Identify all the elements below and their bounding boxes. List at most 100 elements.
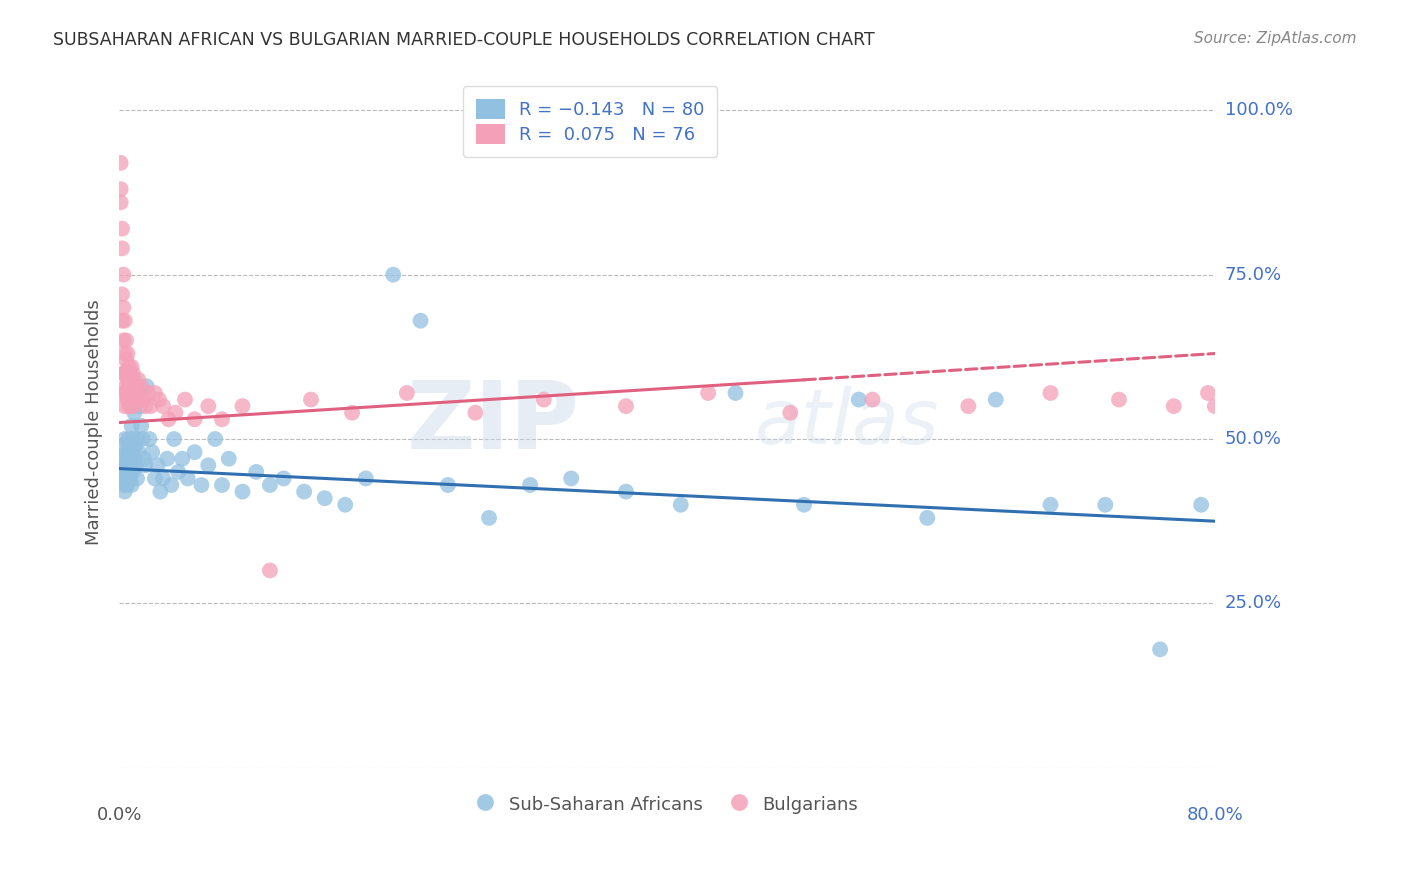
Legend: Sub-Saharan Africans, Bulgarians: Sub-Saharan Africans, Bulgarians xyxy=(470,789,865,821)
Point xyxy=(143,471,166,485)
Point xyxy=(172,451,194,466)
Point xyxy=(292,484,315,499)
Point xyxy=(120,386,142,401)
Point xyxy=(141,445,163,459)
Point xyxy=(121,399,143,413)
Text: 75.0%: 75.0% xyxy=(1225,266,1282,284)
Point xyxy=(111,221,134,235)
Point xyxy=(115,353,138,368)
Point xyxy=(122,399,145,413)
Point xyxy=(793,498,815,512)
Point xyxy=(112,386,135,401)
Point xyxy=(245,465,267,479)
Point xyxy=(669,498,692,512)
Point xyxy=(127,445,149,459)
Point xyxy=(131,432,153,446)
Point xyxy=(117,451,139,466)
Point xyxy=(163,432,186,446)
Point xyxy=(273,471,295,485)
Point xyxy=(121,359,143,374)
Point xyxy=(114,399,136,413)
Point xyxy=(211,478,233,492)
Point xyxy=(117,458,139,473)
Point xyxy=(118,373,141,387)
Point xyxy=(114,346,136,360)
Point xyxy=(125,432,148,446)
Point xyxy=(957,399,980,413)
Y-axis label: Married-couple Households: Married-couple Households xyxy=(86,300,103,545)
Point xyxy=(314,491,336,505)
Point xyxy=(118,445,141,459)
Point xyxy=(148,392,170,407)
Point xyxy=(160,478,183,492)
Point xyxy=(149,484,172,499)
Point xyxy=(382,268,405,282)
Point xyxy=(125,386,148,401)
Point xyxy=(111,471,134,485)
Point xyxy=(134,458,156,473)
Point xyxy=(115,334,138,348)
Point xyxy=(122,465,145,479)
Point xyxy=(724,386,747,401)
Point xyxy=(165,406,187,420)
Point xyxy=(111,287,134,301)
Point xyxy=(117,373,139,387)
Point xyxy=(115,445,138,459)
Point xyxy=(231,484,253,499)
Point xyxy=(848,392,870,407)
Point xyxy=(117,392,139,407)
Point xyxy=(117,478,139,492)
Point xyxy=(110,156,132,170)
Point xyxy=(478,511,501,525)
Point xyxy=(120,471,142,485)
Point xyxy=(114,465,136,479)
Point xyxy=(1039,386,1062,401)
Point xyxy=(111,439,134,453)
Text: SUBSAHARAN AFRICAN VS BULGARIAN MARRIED-COUPLE HOUSEHOLDS CORRELATION CHART: SUBSAHARAN AFRICAN VS BULGARIAN MARRIED-… xyxy=(53,31,875,49)
Point xyxy=(437,478,460,492)
Point xyxy=(118,471,141,485)
Point xyxy=(174,392,197,407)
Point xyxy=(152,399,174,413)
Point xyxy=(120,458,142,473)
Point xyxy=(177,471,200,485)
Point xyxy=(115,386,138,401)
Point xyxy=(118,379,141,393)
Point xyxy=(136,386,159,401)
Point xyxy=(112,478,135,492)
Point xyxy=(1039,498,1062,512)
Point xyxy=(204,432,226,446)
Point xyxy=(614,484,637,499)
Point xyxy=(112,451,135,466)
Point xyxy=(124,373,146,387)
Point xyxy=(121,478,143,492)
Point xyxy=(409,314,432,328)
Point xyxy=(614,399,637,413)
Point xyxy=(299,392,322,407)
Point xyxy=(1189,498,1212,512)
Point xyxy=(464,406,486,420)
Point xyxy=(134,399,156,413)
Point xyxy=(132,451,155,466)
Point xyxy=(124,451,146,466)
Text: ZIP: ZIP xyxy=(406,376,579,468)
Point xyxy=(259,478,281,492)
Point xyxy=(124,386,146,401)
Point xyxy=(115,379,138,393)
Point xyxy=(167,465,190,479)
Point xyxy=(197,458,219,473)
Point xyxy=(1094,498,1116,512)
Point xyxy=(120,392,142,407)
Point xyxy=(110,195,132,210)
Point xyxy=(152,471,174,485)
Point xyxy=(117,386,139,401)
Point xyxy=(122,445,145,459)
Point xyxy=(124,406,146,420)
Point xyxy=(125,379,148,393)
Point xyxy=(114,432,136,446)
Point xyxy=(110,458,132,473)
Point xyxy=(1163,399,1185,413)
Point xyxy=(128,392,150,407)
Point xyxy=(112,334,135,348)
Point xyxy=(231,399,253,413)
